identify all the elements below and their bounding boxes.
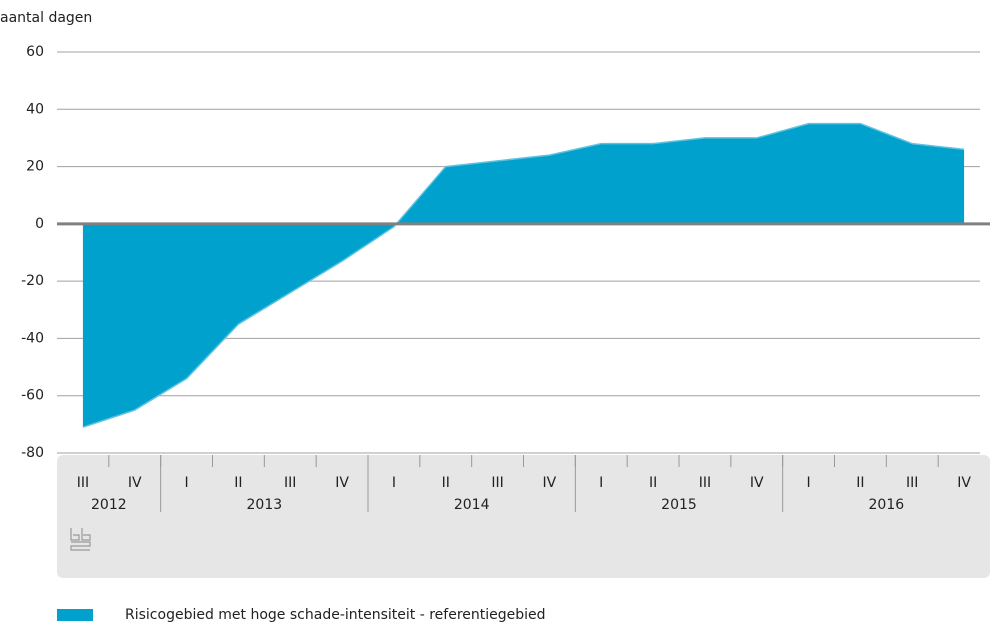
x-tick-label: III: [906, 475, 918, 491]
x-tick-label: II: [649, 475, 657, 491]
x-tick-label: I: [807, 475, 811, 491]
x-group-label: 2016: [869, 497, 905, 513]
logo: [70, 528, 91, 551]
area-edge: [82, 122, 965, 428]
x-tick-label: IV: [335, 475, 349, 491]
y-tick-label: -40: [21, 330, 44, 346]
x-tick-label: II: [442, 475, 450, 491]
x-tick-label: I: [599, 475, 603, 491]
y-tick-label: 40: [26, 101, 44, 117]
x-group-label: 2015: [661, 497, 697, 513]
area: [82, 123, 965, 428]
y-tick-label: -60: [21, 388, 44, 404]
y-tick-label: 20: [26, 159, 44, 175]
x-tick-label: II: [856, 475, 864, 491]
x-tick-label: III: [77, 475, 89, 491]
x-tick-label: III: [284, 475, 296, 491]
x-tick-label: I: [185, 475, 189, 491]
x-group-label: 2012: [91, 497, 127, 513]
legend-swatch: [57, 609, 93, 621]
x-tick-label: IV: [750, 475, 764, 491]
x-tick-label: IV: [957, 475, 971, 491]
x-group-label: 2013: [247, 497, 283, 513]
x-tick-label: II: [234, 475, 242, 491]
y-axis-label: aantal dagen: [0, 10, 92, 26]
y-tick-label: -20: [21, 273, 44, 289]
x-group-label: 2014: [454, 497, 490, 513]
x-tick-label: III: [491, 475, 503, 491]
x-tick-label: IV: [543, 475, 557, 491]
x-tick-label: I: [392, 475, 396, 491]
legend-label: Risicogebied met hoge schade-intensiteit…: [125, 607, 546, 623]
x-tick-label: IV: [128, 475, 142, 491]
y-tick-label: 0: [35, 216, 44, 232]
y-tick-label: -80: [21, 445, 44, 461]
x-axis-panel: [57, 455, 990, 578]
x-tick-label: III: [699, 475, 711, 491]
y-tick-label: 60: [26, 44, 44, 60]
